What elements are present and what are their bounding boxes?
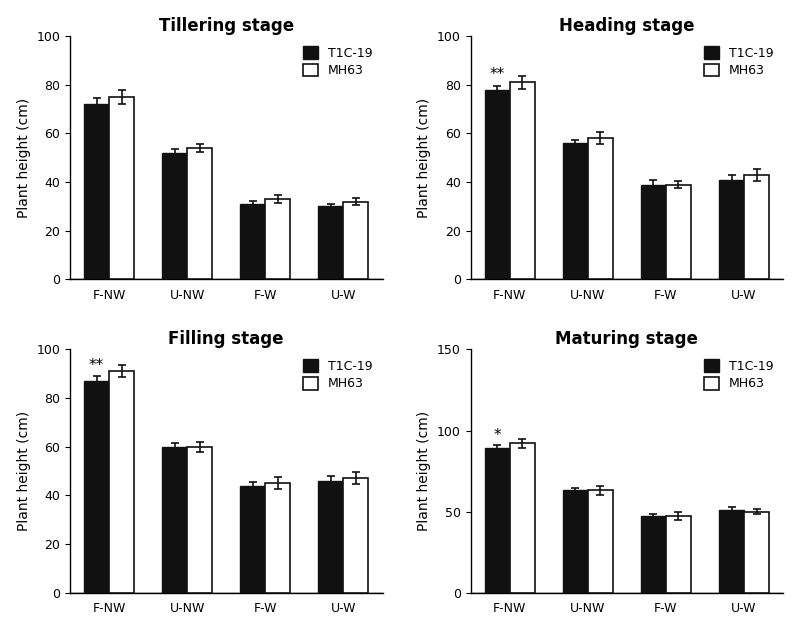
Bar bbox=[588, 490, 613, 593]
Title: Maturing stage: Maturing stage bbox=[555, 330, 698, 348]
Bar bbox=[719, 179, 744, 279]
Title: Tillering stage: Tillering stage bbox=[158, 16, 294, 35]
Bar bbox=[318, 207, 343, 279]
Bar bbox=[240, 204, 266, 279]
Bar bbox=[187, 148, 212, 279]
Text: **: ** bbox=[89, 358, 104, 372]
Bar bbox=[719, 510, 744, 593]
Bar bbox=[84, 381, 109, 593]
Bar bbox=[240, 485, 266, 593]
Bar bbox=[588, 138, 613, 279]
Bar bbox=[666, 185, 691, 279]
Bar bbox=[510, 444, 534, 593]
Legend: T1C-19, MH63: T1C-19, MH63 bbox=[299, 42, 376, 81]
Bar bbox=[666, 516, 691, 593]
Bar bbox=[318, 481, 343, 593]
Title: Heading stage: Heading stage bbox=[559, 16, 694, 35]
Y-axis label: Plant height (cm): Plant height (cm) bbox=[418, 98, 431, 218]
Bar bbox=[109, 97, 134, 279]
Bar bbox=[266, 483, 290, 593]
Bar bbox=[109, 372, 134, 593]
Bar bbox=[744, 511, 769, 593]
Legend: T1C-19, MH63: T1C-19, MH63 bbox=[299, 356, 376, 394]
Text: **: ** bbox=[490, 68, 505, 82]
Y-axis label: Plant height (cm): Plant height (cm) bbox=[17, 411, 30, 531]
Bar bbox=[343, 202, 369, 279]
Bar bbox=[187, 447, 212, 593]
Bar bbox=[510, 82, 534, 279]
Text: *: * bbox=[494, 428, 501, 442]
Bar bbox=[744, 175, 769, 279]
Title: Filling stage: Filling stage bbox=[169, 330, 284, 348]
Legend: T1C-19, MH63: T1C-19, MH63 bbox=[700, 42, 777, 81]
Bar bbox=[162, 153, 187, 279]
Bar bbox=[266, 199, 290, 279]
Bar bbox=[641, 185, 666, 279]
Y-axis label: Plant height (cm): Plant height (cm) bbox=[17, 98, 30, 218]
Bar bbox=[641, 516, 666, 593]
Bar bbox=[343, 478, 369, 593]
Bar bbox=[485, 90, 510, 279]
Bar bbox=[84, 104, 109, 279]
Bar bbox=[563, 490, 588, 593]
Legend: T1C-19, MH63: T1C-19, MH63 bbox=[700, 356, 777, 394]
Bar bbox=[485, 448, 510, 593]
Y-axis label: Plant height (cm): Plant height (cm) bbox=[418, 411, 431, 531]
Bar bbox=[563, 143, 588, 279]
Bar bbox=[162, 447, 187, 593]
